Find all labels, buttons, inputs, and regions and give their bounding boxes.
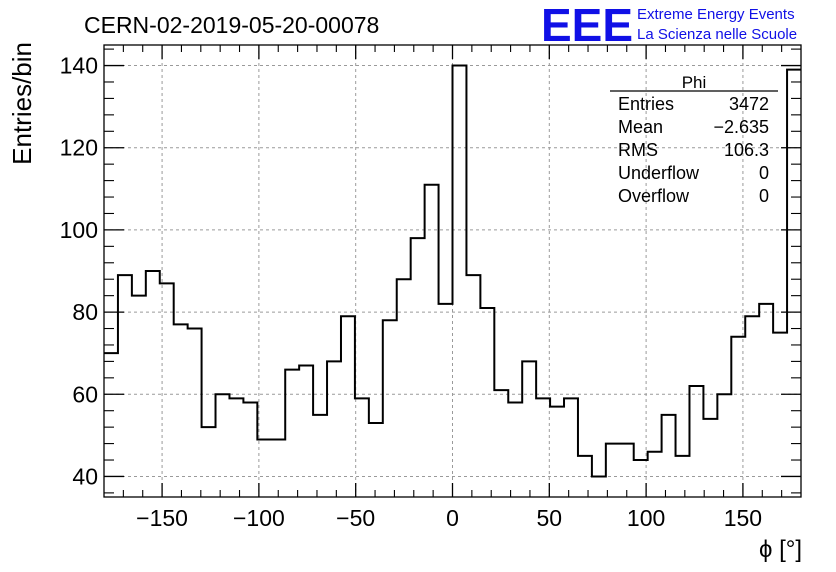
- stats-box: Phi Entries 3472 Mean −2.635 RMS 106.3 Underfl…: [610, 73, 778, 206]
- y-tick-label: 60: [72, 381, 98, 407]
- x-tick-label: −100: [233, 505, 285, 531]
- stats-label: Underflow: [618, 163, 700, 183]
- logo-line2: La Scienza nelle Scuole: [637, 26, 797, 43]
- stats-label: Mean: [618, 117, 663, 137]
- logo-line1: Extreme Energy Events: [637, 6, 795, 23]
- y-tick-label: 100: [60, 217, 98, 243]
- stats-label: Entries: [618, 94, 674, 114]
- y-tick-label: 140: [60, 53, 98, 79]
- axis-ticks: [104, 45, 801, 497]
- x-axis-label: ϕ [°]: [759, 536, 802, 563]
- y-tick-label: 40: [72, 463, 98, 489]
- stats-title: Phi: [682, 73, 707, 92]
- y-tick-label: 80: [72, 299, 98, 325]
- stats-value: −2.635: [713, 117, 769, 137]
- stats-label: Overflow: [618, 186, 690, 206]
- stats-label: RMS: [618, 140, 658, 160]
- x-tick-label: 100: [627, 505, 665, 531]
- x-tick-label: 150: [724, 505, 762, 531]
- stats-value: 106.3: [724, 140, 769, 160]
- x-tick-label: 50: [537, 505, 563, 531]
- y-axis-label: Entries/bin: [7, 42, 37, 165]
- tick-labels: −150 −100 −50 0 50 100 150 40 60 80 100 120 140: [60, 53, 762, 531]
- x-tick-label: 0: [446, 505, 459, 531]
- stats-value: 0: [759, 186, 769, 206]
- eee-logo: EEE: [541, 0, 633, 51]
- x-tick-label: −150: [136, 505, 188, 531]
- plot-frame: [103, 44, 802, 498]
- stats-value: 0: [759, 163, 769, 183]
- stats-value: 3472: [729, 94, 769, 114]
- y-tick-label: 120: [60, 135, 98, 161]
- histogram-line: [104, 64, 801, 478]
- x-tick-label: −50: [336, 505, 375, 531]
- chart-title: CERN-02-2019-05-20-00078: [84, 12, 379, 38]
